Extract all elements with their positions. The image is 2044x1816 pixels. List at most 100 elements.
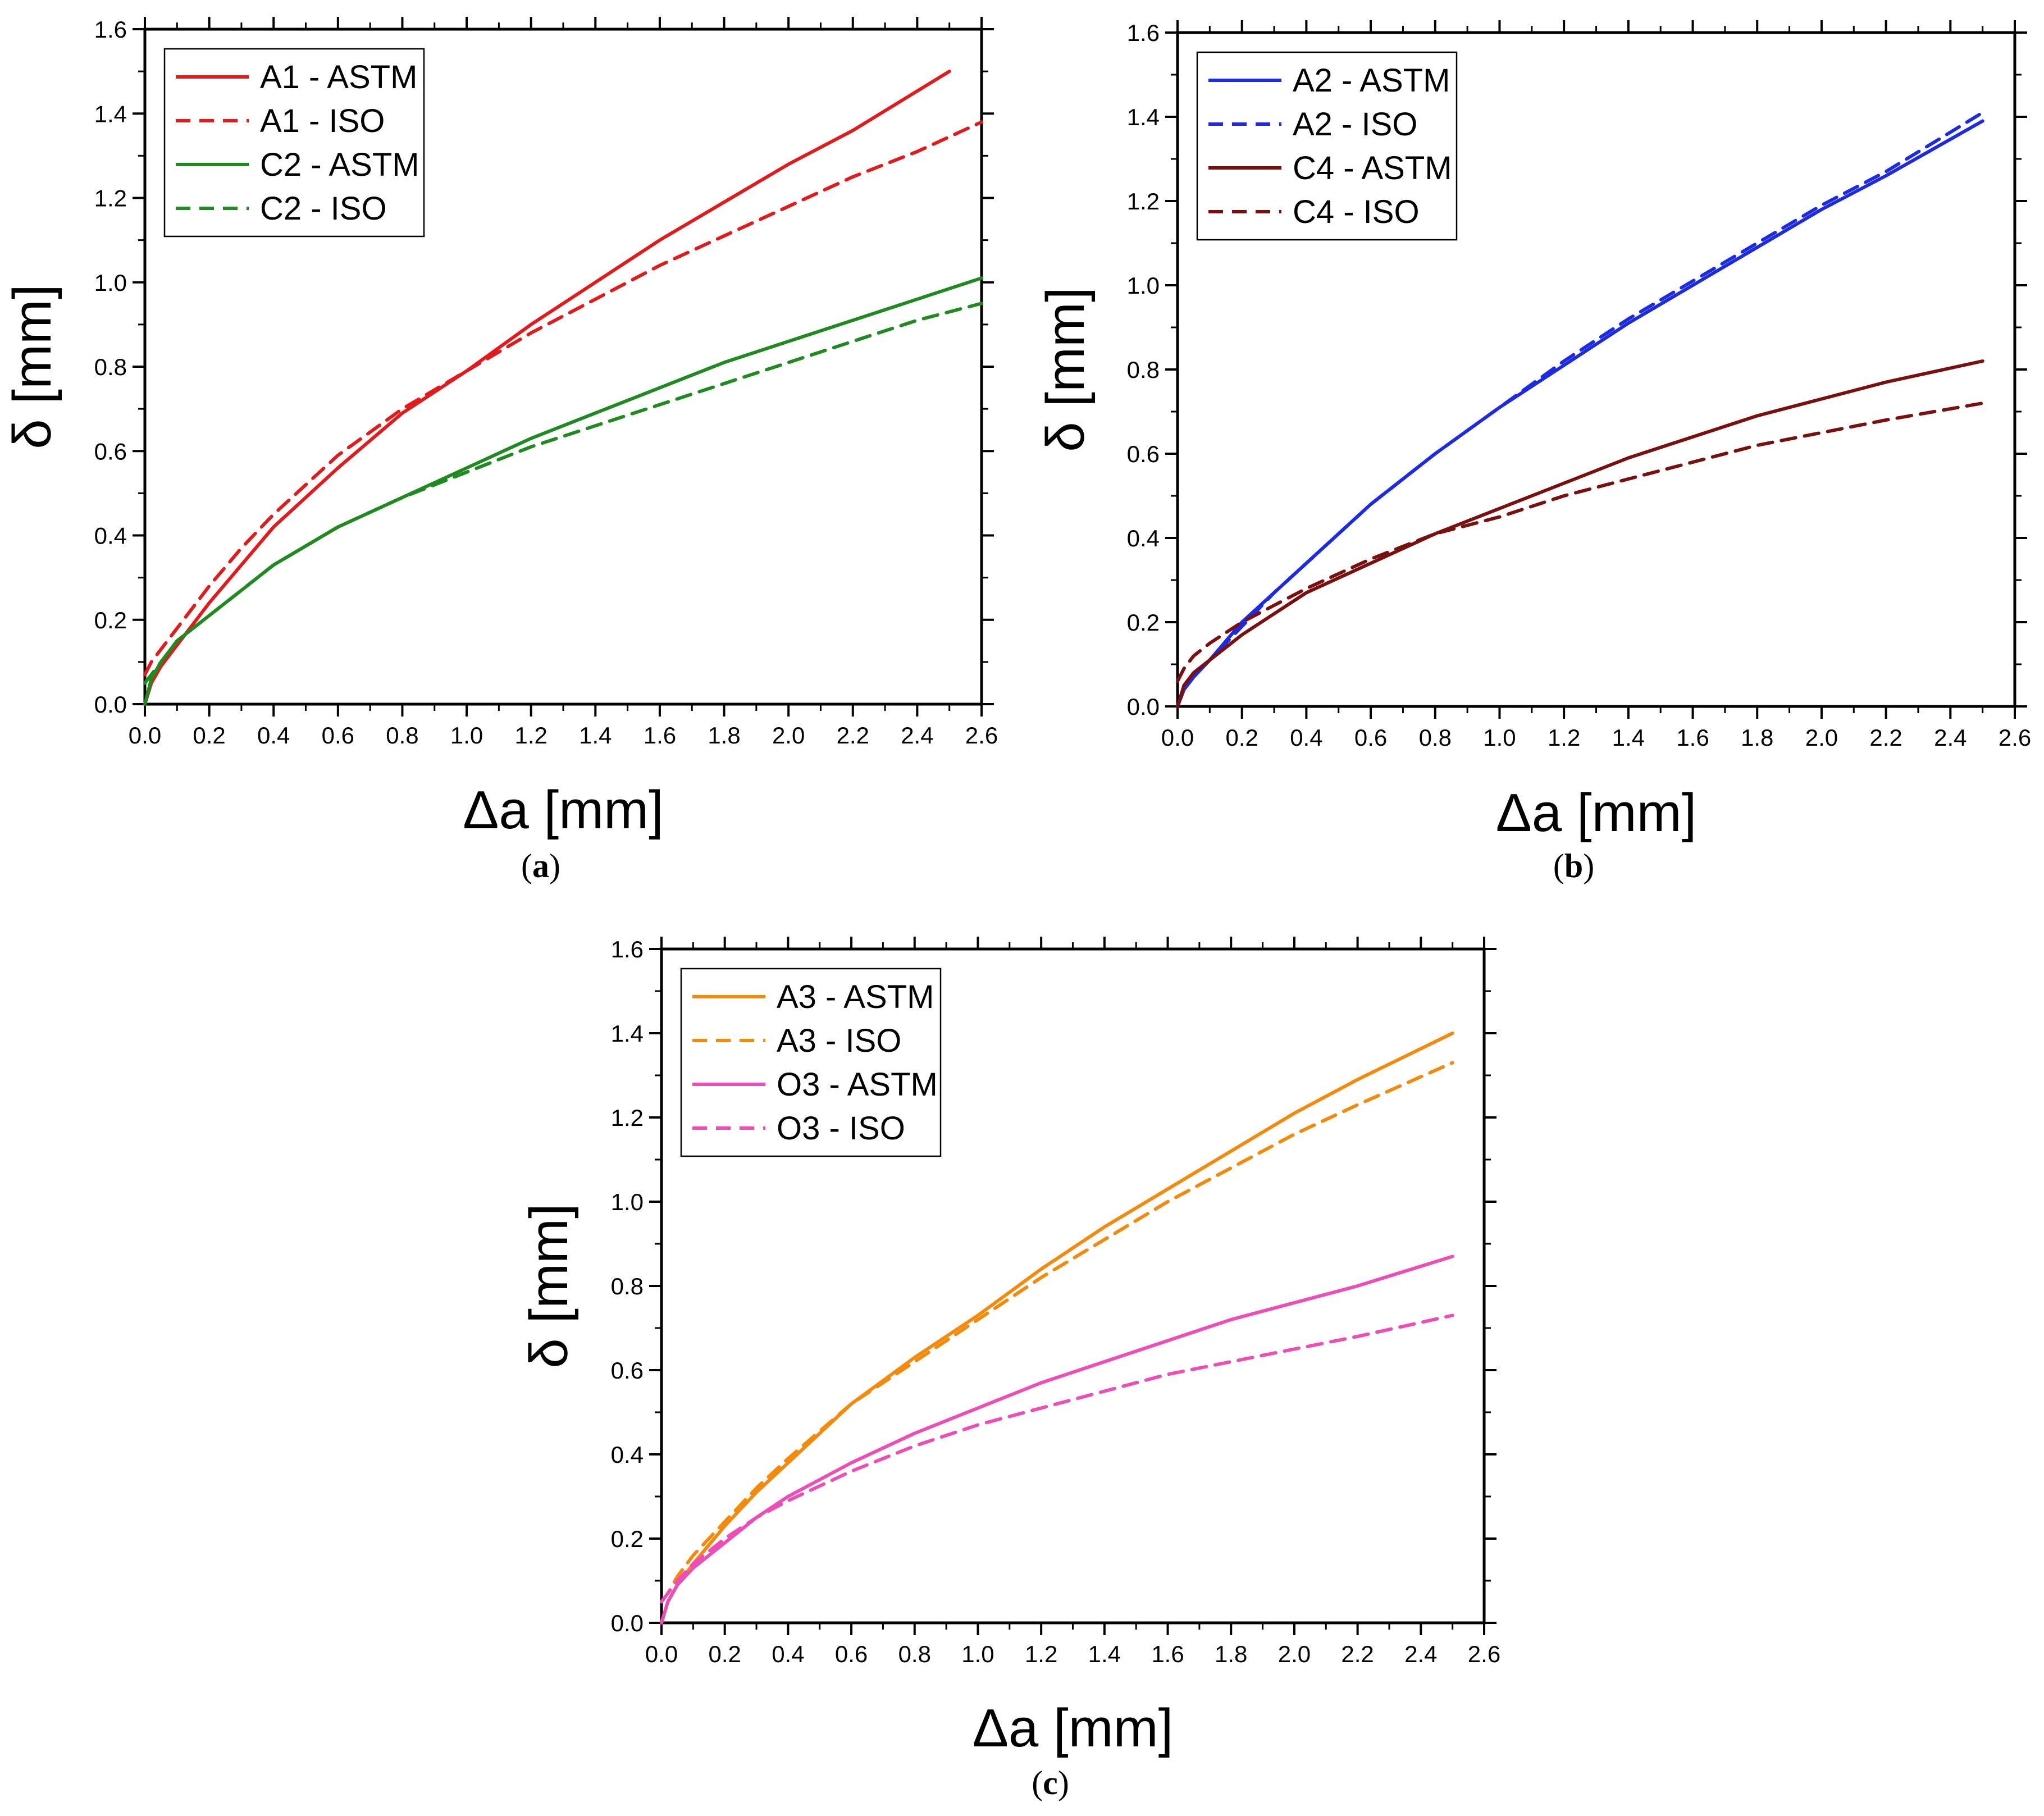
- x-tick-label: 0.6: [835, 1641, 868, 1667]
- x-tick-label: 2.2: [837, 722, 869, 749]
- y-axis-title: δ [mm]: [1035, 287, 1096, 451]
- y-tick-label: 0.4: [611, 1441, 644, 1468]
- x-tick-label: 0.8: [1419, 724, 1452, 751]
- y-tick-label: 0.4: [1127, 525, 1160, 551]
- x-tick-label: 2.4: [901, 722, 933, 749]
- y-tick-label: 0.8: [94, 354, 127, 380]
- x-tick-label: 0.6: [322, 722, 354, 749]
- y-tick-label: 0.6: [1127, 441, 1160, 467]
- x-tick-label: 2.4: [1934, 724, 1967, 751]
- x-tick-label: 2.0: [1805, 724, 1838, 751]
- x-tick-label: 0.0: [1161, 724, 1194, 751]
- x-tick-label: 1.6: [1151, 1641, 1184, 1667]
- x-tick-label: 1.0: [961, 1641, 994, 1667]
- y-tick-label: 1.0: [94, 270, 127, 296]
- x-tick-label: 1.0: [1483, 724, 1516, 751]
- panel-label-paren: (: [1032, 1764, 1043, 1801]
- series-line-a1-astm: [143, 70, 951, 706]
- x-tick-label: 0.4: [772, 1641, 804, 1667]
- legend: [163, 48, 425, 238]
- legend-entry: C4 - ISO: [1293, 194, 1420, 230]
- y-tick-label: 1.2: [1127, 188, 1160, 215]
- y-axis-title: δ [mm]: [2, 284, 62, 449]
- y-axis-title: δ [mm]: [519, 1203, 579, 1368]
- y-tick-label: 1.6: [611, 936, 644, 962]
- panel-label: (a): [521, 847, 560, 884]
- x-tick-label: 0.4: [257, 722, 290, 749]
- y-tick-label: 1.4: [611, 1020, 644, 1047]
- chart-panel-b: 0.0 0.2 0.4 0.6 0.8 1.0 1.2 1.4 1.6 1.8 2.0 2.2 2.4 2…: [1035, 20, 2031, 884]
- x-tick-label: 0.2: [708, 1641, 741, 1667]
- x-axis-title: Δa [mm]: [463, 780, 663, 840]
- y-tick-label: 0.8: [1127, 357, 1160, 383]
- y-tick-label: 1.0: [611, 1189, 644, 1215]
- series-line-c4-astm: [1176, 359, 1984, 708]
- chart-panel-a: 0.0 0.2 0.4 0.6 0.8 1.0 1.2 1.4 1.6 1.8 2.0 2.2 2.4 2…: [2, 16, 998, 884]
- x-tick-label: 1.4: [1088, 1641, 1121, 1667]
- x-tick-label: 0.8: [386, 722, 418, 749]
- x-tick-label: 2.4: [1404, 1641, 1437, 1667]
- x-axis-title: Δa [mm]: [1496, 783, 1696, 843]
- x-tick-label: 2.0: [1278, 1641, 1311, 1667]
- legend-entry: A2 - ASTM: [1293, 62, 1450, 99]
- x-tick-label: 1.4: [579, 722, 612, 749]
- series-line-o3-astm: [660, 1254, 1454, 1625]
- y-tick-label: 0.0: [94, 691, 127, 718]
- series-line-c2-iso: [143, 302, 983, 685]
- x-tick-label: 1.4: [1612, 724, 1645, 751]
- x-tick-label: 2.2: [1869, 724, 1902, 751]
- panel-label-paren: ): [549, 847, 560, 884]
- y-tick-label: 0.6: [94, 438, 127, 464]
- x-axis-title: Δa [mm]: [973, 1698, 1173, 1758]
- x-tick-label: 2.2: [1341, 1641, 1374, 1667]
- series-line-c4-iso: [1176, 401, 1984, 683]
- x-tick-label: 2.6: [1999, 724, 2031, 751]
- series-line-a1-iso: [143, 120, 983, 677]
- x-tick-label: 2.0: [772, 722, 805, 749]
- x-tick-label: 0.0: [645, 1641, 678, 1667]
- y-tick-label: 1.4: [94, 101, 127, 127]
- y-tick-label: 1.0: [1127, 272, 1160, 299]
- series-line-c2-astm: [143, 276, 983, 706]
- x-tick-label: 0.4: [1290, 724, 1322, 751]
- y-tick-label: 1.6: [94, 16, 127, 43]
- y-tick-label: 0.2: [94, 607, 127, 633]
- legend-entry: O3 - ASTM: [777, 1066, 938, 1103]
- x-tick-label: 1.8: [708, 722, 740, 749]
- y-tick-label: 1.6: [1127, 20, 1160, 46]
- chart-panel-c: 0.0 0.2 0.4 0.6 0.8 1.0 1.2 1.4 1.6 1.8 2.0 2.2 2.4 2…: [519, 936, 1500, 1801]
- panel-label-paren: ): [1058, 1764, 1069, 1801]
- y-tick-label: 0.2: [611, 1526, 644, 1552]
- panel-label-letter: b: [1564, 847, 1583, 884]
- legend-entry: A1 - ASTM: [260, 59, 417, 95]
- panel-label-letter: a: [532, 847, 549, 884]
- series-line-a3-iso: [660, 1061, 1454, 1604]
- legend: [680, 968, 942, 1157]
- x-tick-label: 2.6: [1468, 1641, 1500, 1667]
- x-tick-label: 1.6: [644, 722, 676, 749]
- x-tick-label: 0.2: [1225, 724, 1258, 751]
- y-tick-label: 1.4: [1127, 104, 1160, 130]
- legend-entry: C4 - ASTM: [1293, 150, 1452, 186]
- x-tick-label: 1.2: [1025, 1641, 1057, 1667]
- panel-label-paren: ): [1583, 847, 1594, 884]
- series-line-o3-iso: [660, 1313, 1454, 1604]
- panel-label-paren: (: [1553, 847, 1564, 884]
- x-tick-label: 1.0: [450, 722, 483, 749]
- legend-entry: A3 - ASTM: [777, 979, 934, 1015]
- legend-entry: C2 - ISO: [260, 190, 387, 227]
- panel-label: (c): [1032, 1764, 1069, 1801]
- x-tick-label: 1.6: [1676, 724, 1709, 751]
- panel-label-paren: (: [521, 847, 532, 884]
- legend-entry: O3 - ISO: [777, 1110, 905, 1147]
- y-tick-label: 1.2: [611, 1105, 644, 1131]
- x-tick-label: 1.8: [1741, 724, 1773, 751]
- series-line-a3-astm: [660, 1032, 1454, 1625]
- x-tick-label: 1.2: [1548, 724, 1580, 751]
- legend: [1196, 51, 1458, 241]
- legend-entry: C2 - ASTM: [260, 147, 419, 183]
- x-tick-label: 0.0: [129, 722, 161, 749]
- panel-label-letter: c: [1043, 1764, 1058, 1801]
- x-tick-label: 1.8: [1215, 1641, 1247, 1667]
